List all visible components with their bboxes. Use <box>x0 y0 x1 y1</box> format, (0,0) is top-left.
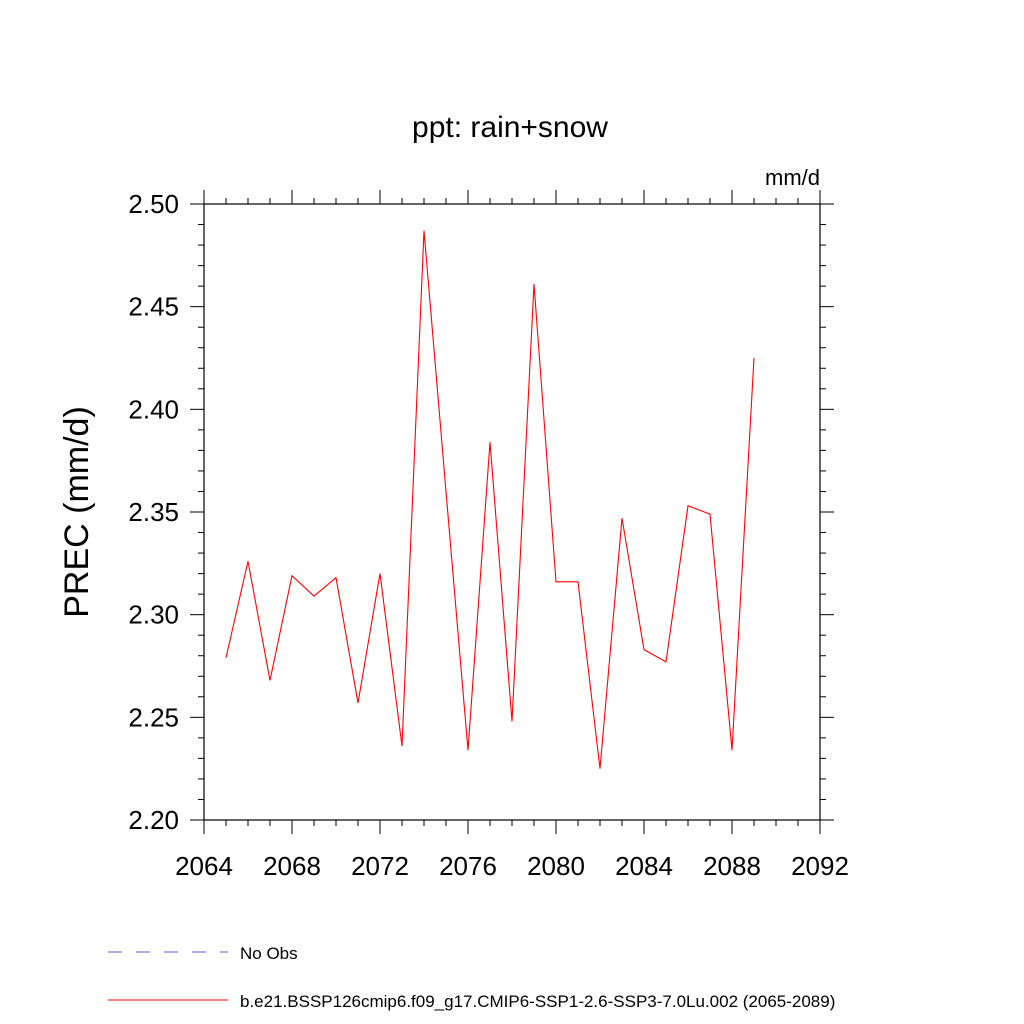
legend: No Obs b.e21.BSSP126cmip6.f09_g17.CMIP6-S… <box>108 944 835 1011</box>
plot-area-frame <box>203 203 821 821</box>
y-tick-label: 2.20 <box>128 805 179 835</box>
x-tick-labels: 2064 2068 2072 2076 2080 2084 2088 2092 <box>175 851 849 881</box>
series-group <box>225 230 755 769</box>
y-tick-labels: 2.20 2.25 2.30 2.35 2.40 2.45 2.50 <box>128 189 179 835</box>
y-tick-label: 2.45 <box>128 292 179 322</box>
units-label: mm/d <box>765 165 820 190</box>
y-tick-label: 2.50 <box>128 189 179 219</box>
y-tick-label: 2.40 <box>128 394 179 424</box>
chart-title: ppt: rain+snow <box>412 111 608 144</box>
y-axis-label: PREC (mm/d) <box>58 406 96 618</box>
x-tick-label: 2076 <box>439 851 497 881</box>
x-tick-label: 2072 <box>351 851 409 881</box>
series-line <box>225 230 755 769</box>
y-tick-label: 2.25 <box>128 702 179 732</box>
legend-label: b.e21.BSSP126cmip6.f09_g17.CMIP6-SSP1-2.… <box>240 992 835 1011</box>
x-tick-label: 2064 <box>175 851 233 881</box>
y-tick-label: 2.35 <box>128 497 179 527</box>
axis-ticks <box>190 190 834 834</box>
x-tick-label: 2092 <box>791 851 849 881</box>
x-tick-label: 2084 <box>615 851 673 881</box>
legend-label: No Obs <box>240 944 298 963</box>
x-tick-label: 2088 <box>703 851 761 881</box>
y-tick-label: 2.30 <box>128 600 179 630</box>
x-tick-label: 2080 <box>527 851 585 881</box>
x-tick-label: 2068 <box>263 851 321 881</box>
